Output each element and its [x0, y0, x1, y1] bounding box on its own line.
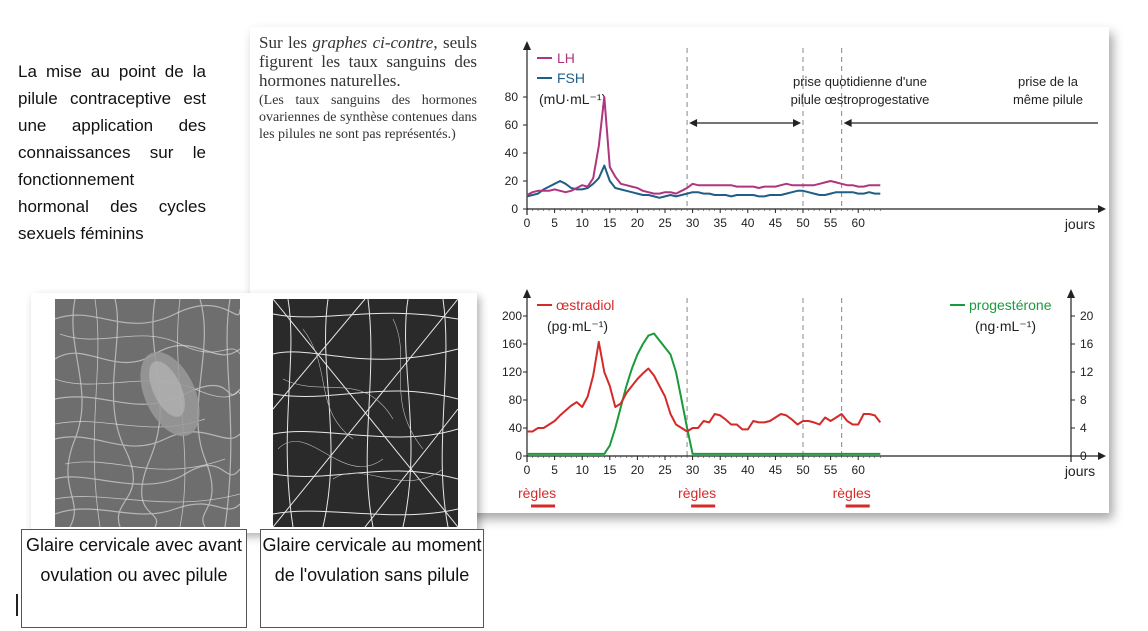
y-tick-label-right: 4 [1080, 421, 1087, 435]
gonadotropin-chart: 0 20 40 60 80 0 5 10 15 20 25 30 35 40 45 50 55 60 jours LH… [505, 41, 1106, 232]
series-oestradiol [527, 340, 882, 433]
y-axis-right-arrow [1067, 289, 1075, 298]
pill2-arrow-head [843, 119, 852, 127]
y-tick-label-left: 0 [515, 449, 522, 463]
y-tick-label-right: 16 [1080, 337, 1094, 351]
x-axis-arrow-bottom [1098, 452, 1106, 460]
regles-label: règles [518, 485, 556, 501]
regles-label: règles [833, 485, 871, 501]
legend-label-progesterone: progestérone [969, 297, 1052, 313]
note-main: Sur les graphes ci-contre, seuls figuren… [259, 33, 478, 90]
legend-label-oestradiol: œstradiol [556, 297, 614, 313]
x-tick-label-top: 40 [741, 216, 755, 230]
x-tick-label-top: 55 [824, 216, 838, 230]
y-axis-unit-left: (pg·mL⁻¹) [547, 318, 608, 334]
annotation-pill2-line1: prise de la [1018, 74, 1079, 89]
y-axis-unit-right: (ng·mL⁻¹) [975, 318, 1036, 334]
x-tick-label-bottom: 20 [631, 463, 645, 477]
x-tick-label-top: 60 [852, 216, 866, 230]
y-tick-label-top: 0 [511, 202, 518, 216]
x-tick-label-top: 45 [769, 216, 783, 230]
x-tick-label-top: 15 [603, 216, 617, 230]
x-axis-arrow-top [1098, 205, 1106, 213]
y-tick-label-left: 160 [502, 337, 522, 351]
y-tick-label-left: 120 [502, 365, 522, 379]
x-tick-label-bottom: 30 [686, 463, 700, 477]
x-axis-title-top: jours [1064, 216, 1095, 232]
series-progesterone [527, 332, 881, 455]
y-tick-label-top: 20 [505, 174, 519, 188]
note-italic: graphes ci-contre [312, 33, 434, 52]
pill-arrow-left-head [689, 119, 698, 127]
microscopy-panel [31, 293, 477, 533]
y-tick-label-right: 12 [1080, 365, 1094, 379]
x-tick-label-bottom: 15 [603, 463, 617, 477]
caption-left: Glaire cervicale avec avant ovulation ou… [21, 529, 247, 628]
x-tick-label-bottom: 10 [576, 463, 590, 477]
x-tick-label-top: 5 [551, 216, 558, 230]
legend-label-lh: LH [557, 50, 575, 66]
annotation-pill2-line2: même pilule [1013, 92, 1083, 107]
intro-paragraph: La mise au point de la pilule contracept… [18, 62, 206, 243]
x-tick-label-bottom: 55 [824, 463, 838, 477]
y-tick-label-left: 200 [502, 309, 522, 323]
annotation-pill-line2: pilule œstroprogestative [791, 92, 930, 107]
y-tick-label-right: 20 [1080, 309, 1094, 323]
x-tick-label-bottom: 0 [524, 463, 531, 477]
y-axis-left-arrow [523, 289, 531, 298]
x-tick-label-top: 0 [524, 216, 531, 230]
caption-right: Glaire cervicale au moment de l'ovulatio… [260, 529, 484, 628]
y-tick-label-left: 80 [509, 393, 523, 407]
chart-note: Sur les graphes ci-contre, seuls figuren… [259, 33, 477, 143]
mucus-network-image [273, 299, 458, 527]
x-tick-label-top: 30 [686, 216, 700, 230]
series-lh [526, 96, 881, 196]
y-axis-arrow-top [523, 41, 531, 50]
y-tick-label-top: 60 [505, 118, 519, 132]
note-secondary: (Les taux sanguins des hormones ovarienn… [259, 93, 477, 142]
regles-label: règles [678, 485, 716, 501]
pill-arrow-right-head [793, 119, 801, 127]
legend-label-fsh: FSH [557, 70, 585, 86]
x-tick-label-bottom: 50 [796, 463, 810, 477]
x-tick-label-top: 20 [631, 216, 645, 230]
x-tick-label-top: 10 [576, 216, 590, 230]
x-tick-label-bottom: 35 [714, 463, 728, 477]
x-tick-label-bottom: 60 [852, 463, 866, 477]
x-tick-label-top: 35 [714, 216, 728, 230]
y-tick-label-left: 40 [509, 421, 523, 435]
y-tick-label-top: 40 [505, 146, 519, 160]
y-tick-label-top: 80 [505, 90, 519, 104]
x-tick-label-bottom: 40 [741, 463, 755, 477]
x-tick-label-top: 50 [796, 216, 810, 230]
x-axis-title-bottom: jours [1064, 463, 1095, 479]
y-tick-label-right: 8 [1080, 393, 1087, 407]
text-cursor [16, 594, 18, 616]
x-tick-label-top: 25 [658, 216, 672, 230]
y-axis-unit-top: (mU·mL⁻¹) [539, 91, 606, 107]
x-tick-label-bottom: 45 [769, 463, 783, 477]
x-tick-label-bottom: 5 [551, 463, 558, 477]
series-fsh [526, 164, 881, 199]
x-tick-label-bottom: 25 [658, 463, 672, 477]
mucus-dense-image [55, 299, 240, 527]
annotation-pill-line1: prise quotidienne d'une [793, 74, 927, 89]
